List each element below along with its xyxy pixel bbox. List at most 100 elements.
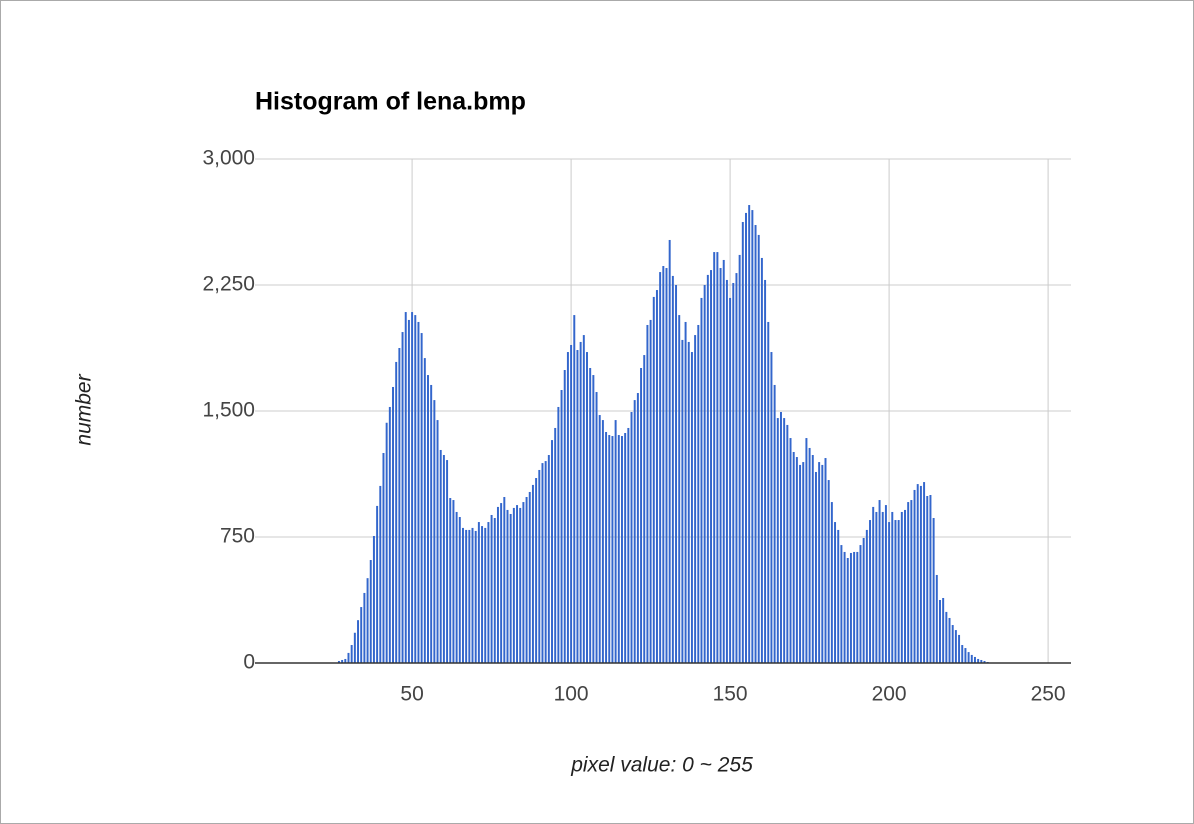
bar xyxy=(875,511,878,663)
bar xyxy=(853,551,856,663)
bar xyxy=(337,660,340,663)
bar xyxy=(557,406,560,663)
bar xyxy=(636,393,639,663)
bar xyxy=(694,335,697,663)
bar xyxy=(735,273,738,663)
x-tick-label: 150 xyxy=(713,683,748,706)
bar xyxy=(878,500,881,663)
bar xyxy=(624,433,627,663)
bar xyxy=(894,520,897,663)
bar xyxy=(423,358,426,663)
bar xyxy=(535,478,538,663)
bar xyxy=(935,574,938,663)
bar xyxy=(697,324,700,663)
bar xyxy=(884,505,887,663)
bar xyxy=(954,630,957,663)
bar xyxy=(748,205,751,664)
bar xyxy=(916,484,919,663)
bar xyxy=(792,451,795,663)
bar xyxy=(849,552,852,663)
bar xyxy=(713,252,716,663)
bar xyxy=(856,551,859,663)
bar xyxy=(357,620,360,663)
bar xyxy=(675,285,678,663)
bar xyxy=(379,485,382,663)
bar xyxy=(490,514,493,663)
bar xyxy=(808,447,811,663)
bar xyxy=(904,509,906,663)
bar xyxy=(595,392,598,663)
bar xyxy=(640,367,643,663)
bar xyxy=(566,352,569,663)
bar xyxy=(834,522,837,663)
bar xyxy=(872,506,875,663)
bar xyxy=(710,270,713,663)
bar xyxy=(344,658,347,663)
x-tick-label: 100 xyxy=(554,683,589,706)
bar xyxy=(341,659,344,663)
bar xyxy=(411,312,414,663)
x-tick-label: 250 xyxy=(1031,683,1066,706)
bar xyxy=(961,645,964,663)
bar xyxy=(942,597,945,663)
bar xyxy=(388,406,391,663)
bar xyxy=(627,427,630,663)
bar xyxy=(846,558,849,663)
bar xyxy=(687,341,690,663)
bar xyxy=(487,522,490,663)
bar xyxy=(830,502,833,663)
bar xyxy=(684,321,687,663)
bar xyxy=(802,462,805,663)
bar xyxy=(563,370,566,663)
bar xyxy=(754,225,757,664)
bar xyxy=(659,272,662,663)
bar xyxy=(544,461,547,663)
bar xyxy=(938,600,941,663)
bar xyxy=(547,455,550,663)
bar xyxy=(725,279,728,663)
bar xyxy=(729,297,732,663)
bar xyxy=(751,210,754,663)
bar xyxy=(789,438,792,663)
bar xyxy=(372,535,375,663)
bar xyxy=(481,526,484,663)
bar xyxy=(468,529,471,663)
bar xyxy=(767,321,770,663)
bar xyxy=(690,352,693,663)
bar xyxy=(449,498,452,663)
bar xyxy=(376,505,379,663)
bar xyxy=(477,522,480,663)
bar xyxy=(910,500,913,663)
bar xyxy=(678,315,681,663)
bar xyxy=(773,384,776,663)
bar xyxy=(929,495,932,663)
y-tick-label: 2,250 xyxy=(202,273,255,296)
bar xyxy=(430,384,433,663)
x-axis-title: pixel value: 0 ~ 255 xyxy=(570,754,753,777)
bar xyxy=(951,625,954,663)
bar xyxy=(760,257,763,663)
bar xyxy=(776,418,779,663)
bar xyxy=(573,315,576,663)
bar xyxy=(401,332,404,663)
bar xyxy=(745,212,747,664)
bar xyxy=(649,319,652,663)
bar xyxy=(538,469,541,663)
bar xyxy=(436,420,439,663)
chart-title: Histogram of lena.bmp xyxy=(255,88,526,116)
bar xyxy=(414,315,417,663)
bar xyxy=(722,259,725,663)
bar xyxy=(926,496,929,663)
bar xyxy=(369,560,372,663)
bar xyxy=(614,420,617,663)
bar xyxy=(869,520,872,663)
bar xyxy=(757,234,760,663)
bar xyxy=(512,507,515,663)
bar xyxy=(407,319,410,663)
bar xyxy=(783,418,786,663)
bar xyxy=(617,435,620,663)
bar xyxy=(862,538,865,663)
bar xyxy=(945,611,948,663)
bar xyxy=(528,491,531,663)
